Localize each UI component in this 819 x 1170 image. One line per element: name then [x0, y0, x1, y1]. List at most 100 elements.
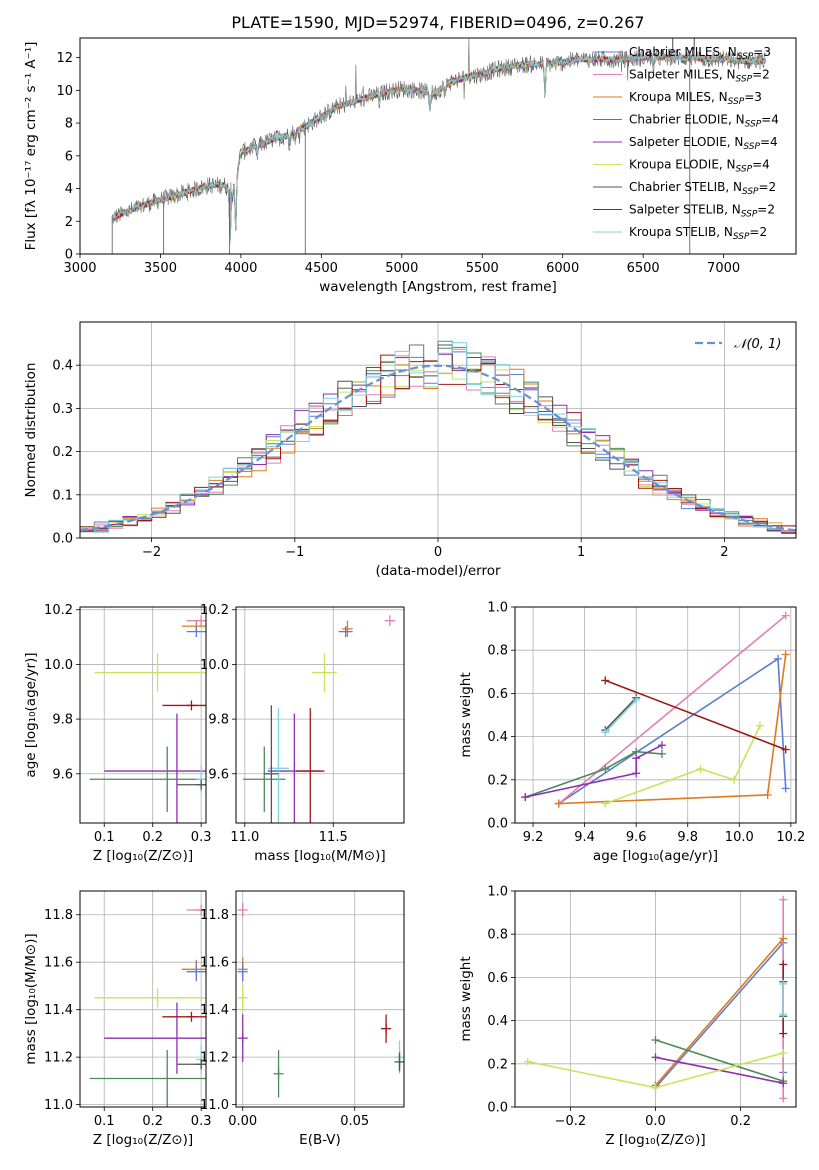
series-line	[654, 940, 784, 1089]
y-tick-label: 0	[65, 248, 73, 263]
legend-entry: Salpeter MILES, NSSP=2	[629, 68, 770, 85]
axes-frame	[514, 890, 797, 1108]
y-tick-label: 0.4	[487, 730, 508, 745]
y-tick-label: 0.3	[52, 402, 73, 417]
point-marker	[781, 784, 790, 793]
x-tick-label: 2	[720, 545, 728, 560]
legend-label: Kroupa MILES, N	[629, 90, 728, 104]
series-kroupa_miles	[554, 650, 790, 808]
x-tick-label: 0.0	[645, 1114, 666, 1129]
y-tick-label: 10	[56, 84, 73, 99]
legend-label: Chabrier STELIB, N	[629, 180, 742, 194]
legend-suffix: =2	[757, 203, 775, 217]
y-tick-label: 11.4	[200, 1003, 229, 1018]
y-tick-label: 0.4	[52, 359, 73, 374]
point-marker	[651, 1053, 660, 1062]
y-tick-label: 10.0	[200, 658, 229, 673]
age_vs_Z-panel: 0.1 0.2 0.3 9.6 9.8 10.0 10.2 Z [log₁₀(Z/Z⊙)] ag…	[23, 603, 211, 864]
x-tick-label: −1	[285, 545, 304, 560]
x-tick-label: 11.5	[319, 830, 348, 845]
series-kroupa_stelib	[779, 979, 788, 1019]
errorbar-salpeter_stelib	[162, 1011, 206, 1022]
x-tick-label: 4000	[224, 261, 257, 276]
errorbar-chabrier_elodie	[243, 746, 286, 813]
point-marker	[601, 728, 610, 737]
x-tick-label: −0.2	[555, 1114, 587, 1129]
legend-label: Salpeter MILES, N	[629, 68, 736, 82]
point-marker	[779, 1010, 788, 1019]
legend-entry: Kroupa STELIB, NSSP=2	[629, 225, 767, 242]
point-marker	[657, 749, 666, 758]
y-axis-label: Flux [fλ 10⁻¹⁷ erg cm⁻² s⁻¹ A⁻¹]	[23, 42, 39, 251]
series-chabrier_miles	[554, 654, 790, 808]
series-line	[604, 679, 786, 751]
y-tick-label: 0.2	[487, 773, 508, 788]
legend-sub: SSP	[742, 187, 759, 197]
plot-area	[89, 615, 206, 823]
errorbar-chabrier_stelib	[394, 1052, 404, 1072]
residuals-legend: 𝒩(0, 1)	[695, 337, 781, 352]
errorbar-chabrier_elodie	[273, 1050, 284, 1098]
x-axis-label: Z [log₁₀(Z/Z⊙)]	[605, 1132, 705, 1148]
x-tick-label: 9.4	[574, 830, 595, 845]
point-marker	[696, 765, 705, 773]
errorbar-chabrier_elodie	[89, 1050, 206, 1107]
histogram-kroupa_stelib	[80, 342, 796, 533]
legend-suffix: =3	[753, 45, 771, 59]
x-axis-label: wavelength [Angstrom, rest frame]	[319, 279, 557, 295]
series-kroupa_elodie	[523, 1049, 788, 1092]
x-tick-label: 0.05	[340, 1114, 369, 1129]
y-tick-label: 11.0	[200, 1098, 229, 1113]
x-tick-label: 3500	[144, 261, 177, 276]
series-line	[654, 937, 784, 1086]
point-marker	[779, 934, 788, 943]
point-marker	[651, 1083, 660, 1092]
point-marker	[779, 1094, 788, 1103]
errorbar-salpeter_elodie	[237, 1014, 248, 1062]
series-line	[604, 699, 637, 733]
legend-label: Salpeter ELODIE, N	[629, 135, 743, 149]
y-tick-label: 11.6	[44, 956, 73, 971]
errorbar-salpeter_miles	[384, 615, 396, 627]
point-marker	[763, 790, 772, 799]
y-tick-label: 11.6	[200, 956, 229, 971]
errorbar-chabrier_miles	[237, 962, 248, 982]
y-tick-label: 12	[56, 51, 73, 66]
y-tick-label: 2	[65, 215, 73, 230]
y-axis-label: mass weight	[458, 956, 474, 1041]
y-tick-label: 9.6	[52, 767, 73, 782]
axes-frame	[235, 890, 405, 1108]
y-tick-label: 0.8	[487, 928, 508, 943]
point-marker	[651, 1036, 660, 1045]
y-tick-label: 0.8	[487, 644, 508, 659]
legend-entry: Chabrier STELIB, NSSP=2	[629, 180, 776, 197]
weight_vs_Z-panel: −0.2 0.0 0.2 0.0 0.2 0.4 0.6 0.8 1.0 Z [log₁₀(Z/Z…	[458, 885, 797, 1148]
plot-area	[111, 38, 766, 254]
x-tick-label: 10.2	[776, 830, 805, 845]
point-marker	[632, 754, 641, 763]
point-marker	[781, 611, 790, 620]
errorbar-chabrier_miles	[186, 626, 206, 638]
series-line	[525, 744, 663, 798]
legend-sub: SSP	[741, 210, 758, 220]
plot-area	[521, 611, 790, 808]
errorbar-salpeter_miles	[186, 904, 206, 915]
errorbar-chabrier_elodie	[89, 746, 206, 813]
plot-area	[237, 902, 404, 1098]
point-marker	[632, 695, 641, 704]
y-axis-label: mass [log₁₀(M/M⊙)]	[23, 933, 39, 1064]
y-tick-label: 11.2	[44, 1051, 73, 1066]
legend-entry: Chabrier MILES, NSSP=3	[629, 45, 771, 62]
y-tick-label: 11.8	[44, 908, 73, 923]
y-tick-label: 0.2	[487, 1057, 508, 1072]
x-tick-label: 6000	[546, 261, 579, 276]
x-tick-label: 0.3	[191, 1114, 212, 1129]
y-tick-label: 0.6	[487, 971, 508, 986]
legend-label: Salpeter STELIB, N	[629, 203, 741, 217]
errorbar-chabrier_stelib	[264, 705, 279, 823]
mass_vs_EBV-panel: 0.00 0.05 11.0 11.2 11.4 11.6 11.8 E(B-V)	[200, 890, 405, 1148]
y-tick-label: 0.4	[487, 1014, 508, 1029]
series-line	[525, 750, 662, 798]
point-marker	[779, 979, 788, 988]
